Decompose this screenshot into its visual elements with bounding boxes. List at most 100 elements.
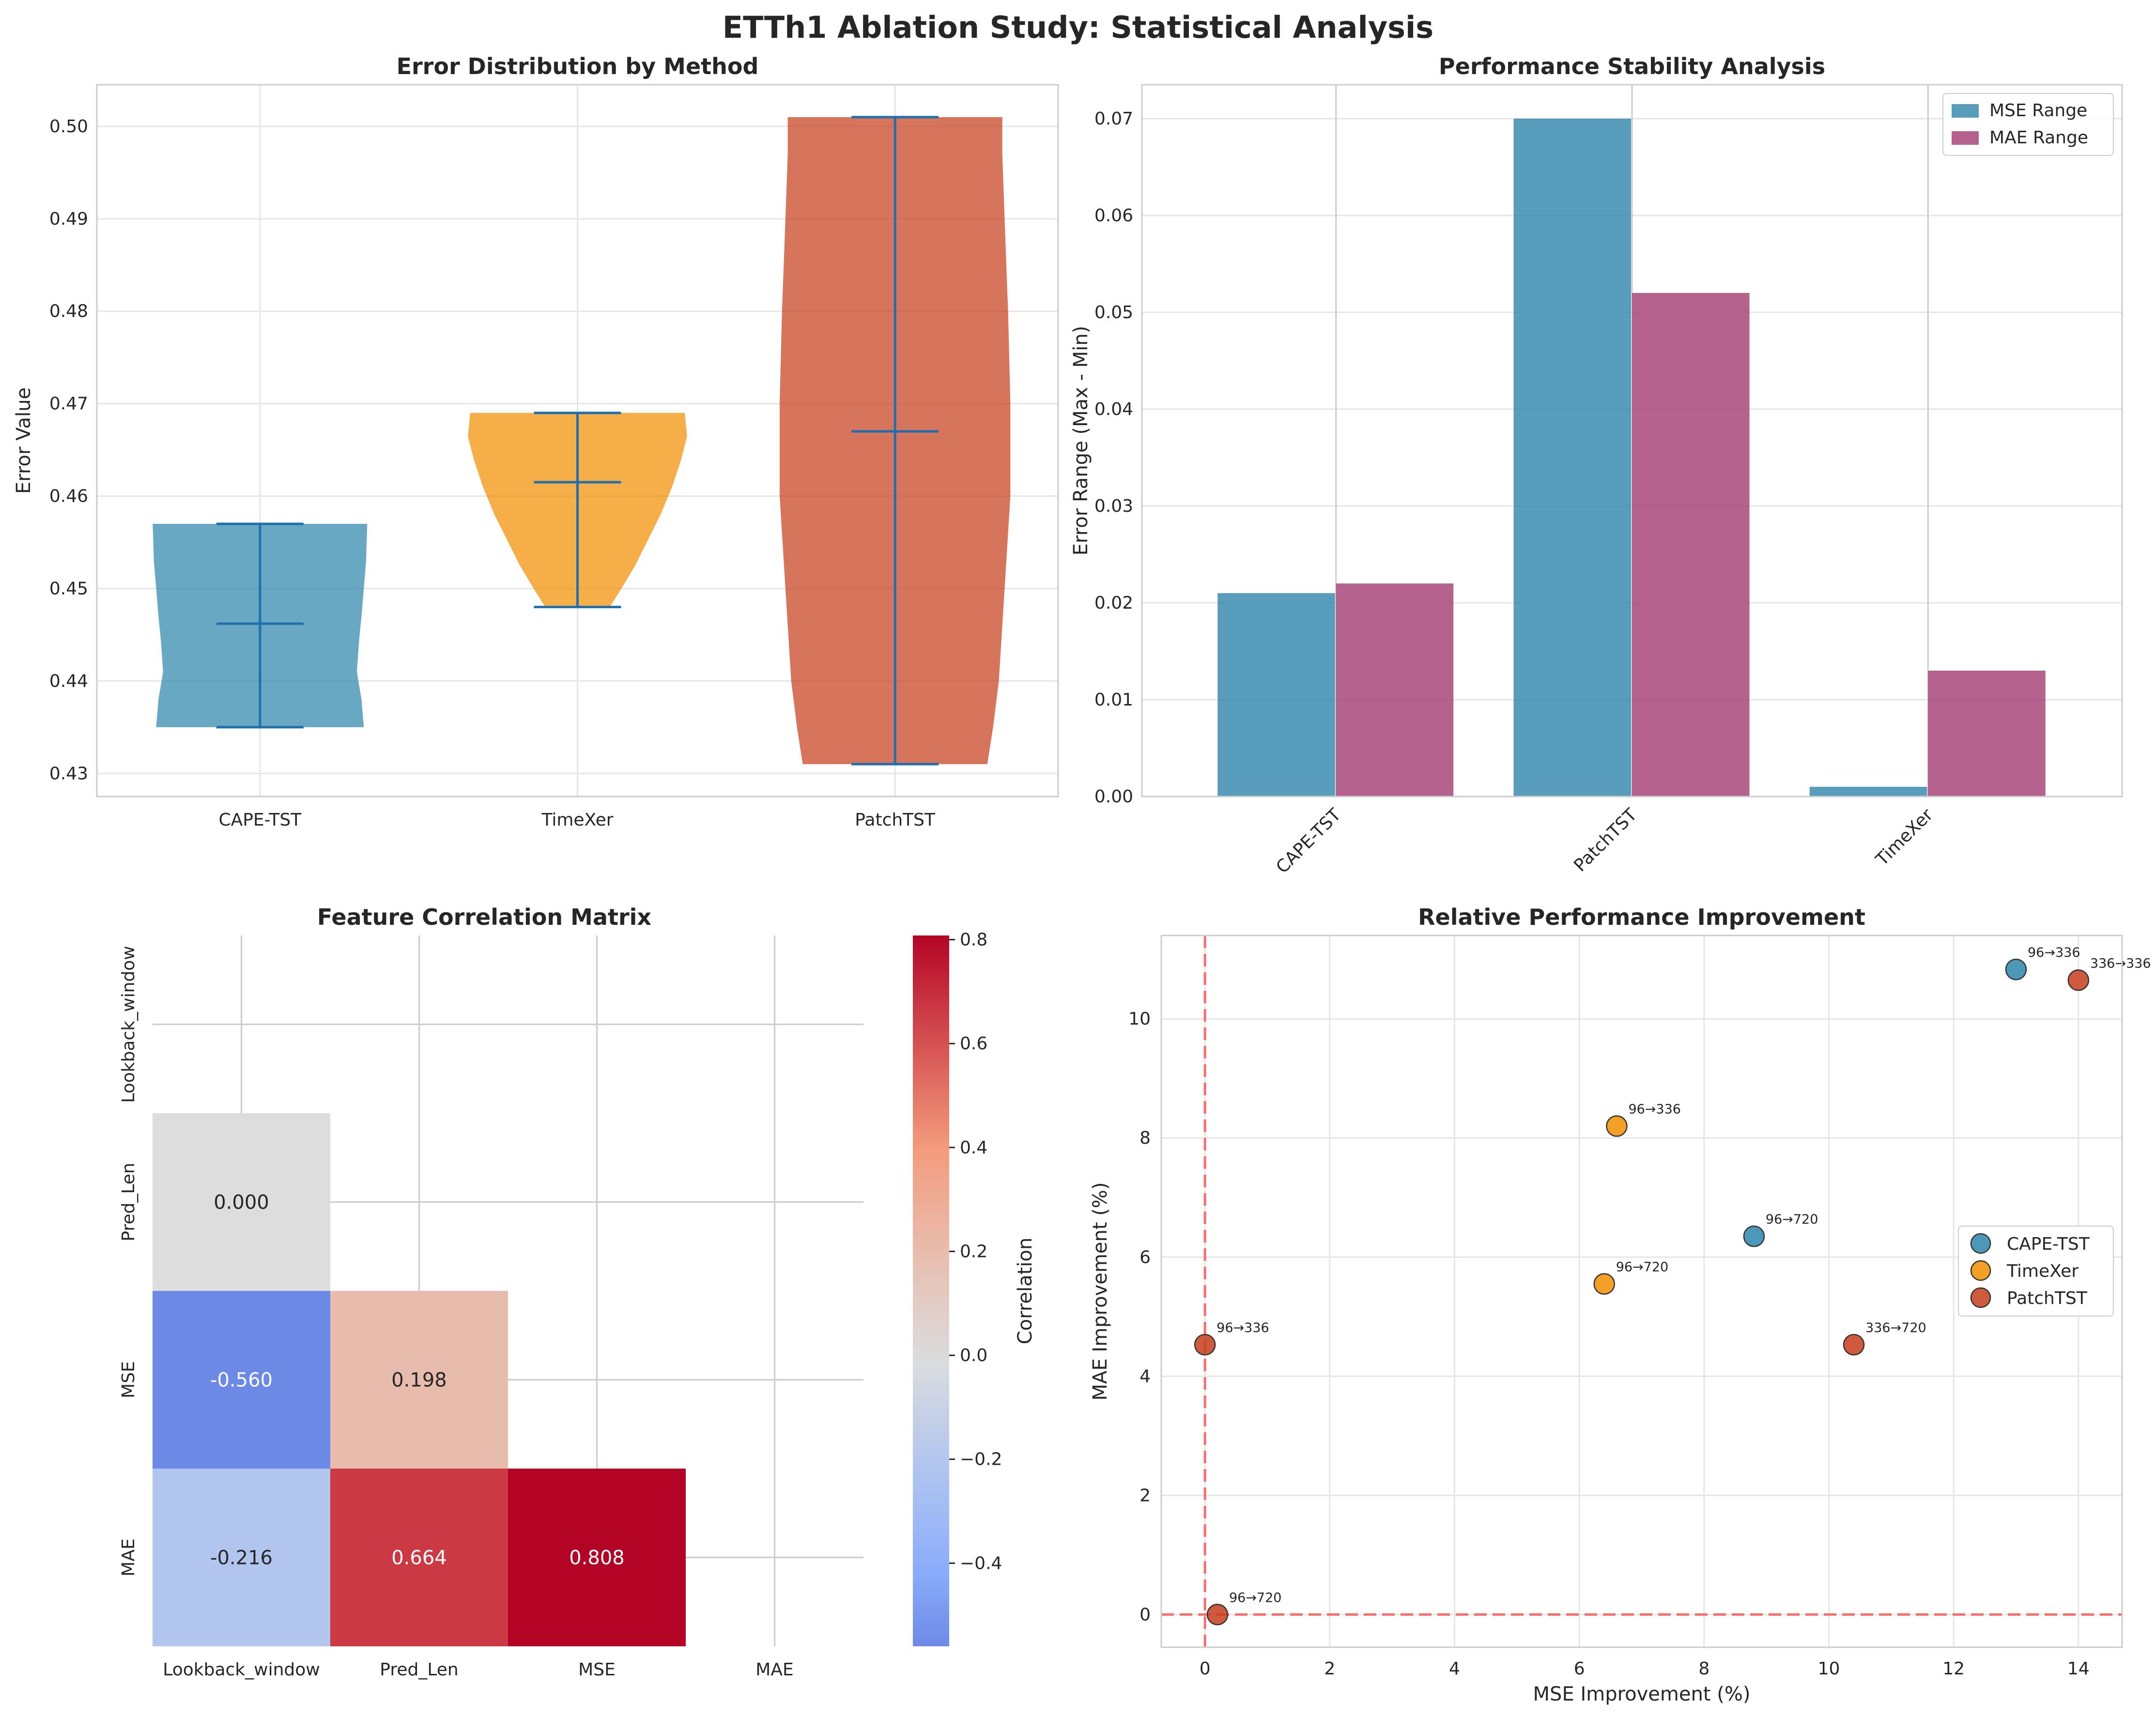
scatter-point: [1743, 1225, 1765, 1247]
y-tick-label: Lookback_window: [119, 946, 139, 1103]
legend-label: MSE Range: [1989, 101, 2087, 121]
legend-swatch: [1952, 104, 1979, 118]
x-tick-label: Pred_Len: [380, 1660, 458, 1680]
x-tick-label: 4: [1449, 1659, 1460, 1679]
colorbar: [913, 935, 949, 1646]
legend-marker: [1970, 1287, 1991, 1308]
scatter-point: [1206, 1604, 1229, 1625]
heatmap-cell: [508, 1469, 686, 1646]
x-tick-label: 12: [1942, 1659, 1965, 1679]
colorbar-tick-label: 0.2: [960, 1242, 987, 1261]
heatmap-cell: [330, 1469, 508, 1646]
cell-value-label: 0.808: [569, 1547, 625, 1569]
legend-box: [1942, 93, 2114, 156]
y-tick-label: MAE: [119, 1538, 139, 1576]
axes-frame: [1160, 935, 2123, 1648]
y-axis-label: MAE Improvement (%): [1089, 1182, 1111, 1401]
cell-value-label: 0.000: [214, 1192, 269, 1214]
x-tick-label: MSE: [578, 1660, 616, 1680]
x-tick-label: MAE: [755, 1660, 793, 1680]
y-tick-label: 0.06: [1094, 206, 1133, 226]
panel-title: Feature Correlation Matrix: [317, 904, 651, 930]
scatter-point: [2067, 969, 2090, 991]
legend-marker: [1970, 1233, 1991, 1254]
legend-label: TimeXer: [2006, 1261, 2079, 1281]
y-axis-label: Error Value: [13, 387, 35, 494]
bar: [1513, 119, 1631, 797]
x-tick-label: PatchTST: [1570, 805, 1641, 876]
x-tick-label: PatchTST: [855, 810, 936, 830]
y-tick-label: 0.44: [49, 671, 88, 691]
stability-bar-panel: Performance Stability Analysis 0.00 0.01 0.…: [1070, 53, 2123, 877]
point-annotation: 96→336: [1628, 1102, 1681, 1117]
point-annotation: 336→336: [2090, 956, 2151, 971]
colorbar-label: Correlation: [1014, 1238, 1036, 1345]
y-tick-label: 0.02: [1094, 593, 1133, 613]
y-tick-label: 4: [1140, 1366, 1151, 1386]
legend-swatch: [1952, 131, 1979, 145]
cell-value-label: -0.216: [210, 1547, 273, 1569]
y-tick-label: 0.05: [1094, 303, 1133, 322]
x-tick-label: CAPE-TST: [218, 810, 302, 830]
bar: [1217, 593, 1335, 797]
legend-label: CAPE-TST: [2007, 1234, 2090, 1254]
colorbar-tick-label: 0.0: [960, 1346, 987, 1365]
bar: [1336, 583, 1454, 797]
heatmap-cell: [153, 1113, 330, 1291]
improvement-scatter-panel: Relative Performance Improvement 0 2 4 6 8 10 1…: [1089, 904, 2151, 1705]
bar: [1632, 293, 1750, 797]
x-tick-label: TimeXer: [541, 810, 613, 830]
colorbar-tick-label: 0.6: [960, 1034, 987, 1054]
figure-title: ETTh1 Ablation Study: Statistical Analys…: [723, 10, 1433, 45]
panel-title: Error Distribution by Method: [397, 53, 759, 79]
x-tick-label: 2: [1324, 1659, 1335, 1679]
y-tick-label: 8: [1140, 1128, 1151, 1148]
scatter-point: [1593, 1273, 1615, 1295]
legend-box: [1958, 1226, 2114, 1317]
colorbar-tick-label: −0.4: [960, 1553, 1002, 1573]
y-tick-label: 0.45: [49, 579, 88, 598]
point-annotation: 96→720: [1616, 1260, 1669, 1275]
y-tick-label: 0.49: [49, 209, 88, 229]
x-tick-label: CAPE-TST: [1272, 805, 1345, 877]
y-tick-label: 0.01: [1094, 690, 1133, 710]
scatter-point: [1606, 1115, 1628, 1137]
bar: [1928, 671, 2046, 797]
heatmap-cell: [330, 1291, 508, 1469]
colorbar-tick-label: −0.2: [960, 1450, 1002, 1470]
x-tick-label: 14: [2067, 1659, 2090, 1679]
panel-title: Performance Stability Analysis: [1439, 53, 1825, 79]
point-annotation: 96→336: [1217, 1320, 1269, 1335]
point-annotation: 96→720: [1766, 1212, 1818, 1227]
y-tick-label: 0.04: [1094, 399, 1133, 419]
heatmap-cell: [153, 1291, 330, 1469]
legend-marker: [1970, 1260, 1991, 1281]
legend-label: PatchTST: [2007, 1288, 2088, 1308]
y-tick-label: 0.07: [1094, 109, 1133, 129]
y-tick-label: 6: [1140, 1247, 1151, 1267]
axes-frame: [96, 84, 1059, 797]
scatter-point: [1843, 1334, 1865, 1356]
bar: [1809, 787, 1927, 797]
y-tick-label: MSE: [119, 1361, 139, 1398]
cell-value-label: 0.198: [391, 1369, 447, 1392]
cell-value-label: -0.560: [210, 1369, 273, 1392]
y-tick-label: 0.50: [49, 117, 88, 137]
x-tick-label: 10: [1818, 1659, 1840, 1679]
y-tick-label: 2: [1140, 1486, 1151, 1505]
point-annotation: 336→720: [1865, 1320, 1926, 1335]
x-tick-label: Lookback_window: [163, 1660, 320, 1680]
x-tick-label: 6: [1574, 1659, 1585, 1679]
x-tick-label: 8: [1698, 1659, 1709, 1679]
x-tick-label: TimeXer: [1872, 805, 1937, 870]
y-axis-label: Error Range (Max - Min): [1070, 326, 1092, 555]
heatmap-cell: [153, 1469, 330, 1646]
axes-frame: [1141, 84, 2123, 797]
y-tick-label: 0.47: [49, 394, 88, 414]
point-annotation: 96→336: [2028, 945, 2080, 960]
y-tick-label: 0.46: [49, 487, 88, 506]
x-axis-label: MSE Improvement (%): [1533, 1683, 1751, 1705]
legend-label: MAE Range: [1989, 128, 2088, 148]
